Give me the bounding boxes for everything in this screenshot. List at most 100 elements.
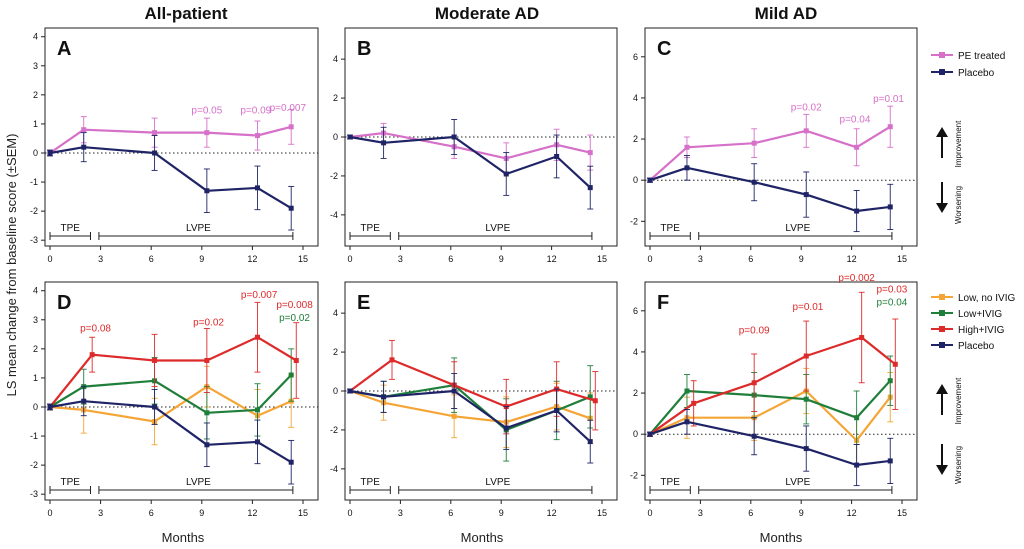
- x-tick-label: 9: [499, 254, 504, 264]
- x-tick-label: 6: [448, 508, 453, 518]
- x-tick-label: 9: [799, 508, 804, 518]
- data-point: [647, 431, 653, 437]
- data-point: [204, 410, 210, 416]
- data-point: [381, 394, 387, 400]
- panel-d-frame: [44, 281, 319, 501]
- y-tick-label: 1: [33, 119, 38, 129]
- data-point: [254, 185, 260, 191]
- panel-f-frame: [644, 281, 918, 501]
- data-point: [503, 425, 509, 431]
- series-line-placebo: [49, 146, 292, 210]
- x-tick-label: 0: [647, 508, 652, 518]
- data-point: [803, 396, 809, 402]
- data-point: [293, 357, 299, 363]
- legend-marker-low-no-ivig: [939, 294, 945, 300]
- data-point: [751, 380, 757, 386]
- legend-item-placebo-bottom: Placebo: [931, 341, 995, 352]
- data-point: [887, 204, 893, 210]
- y-tick-label: 3: [33, 315, 38, 325]
- data-point: [854, 144, 860, 150]
- legend-marker-low-ivig: [939, 310, 945, 316]
- x-tick-label: 0: [347, 254, 352, 264]
- y-tick-label: 0: [333, 132, 338, 142]
- data-point: [854, 462, 860, 468]
- legend-item-low-no-ivig: Low, no IVIG: [931, 293, 1015, 304]
- data-point: [887, 124, 893, 130]
- x-tick-label: 15: [298, 254, 308, 264]
- series-line-pe-treated: [349, 132, 591, 160]
- data-point: [684, 419, 690, 425]
- x-tick-label: 3: [698, 254, 703, 264]
- column-title-moderate-ad: Moderate AD: [435, 4, 539, 23]
- data-point: [451, 134, 457, 140]
- period-label-lvpe: LVPE: [485, 477, 510, 488]
- x-tick-label: 15: [897, 508, 907, 518]
- panel-b: B -4 -2 0 2 4 0 3 6 9 12 15 TPE LVPE: [330, 27, 618, 264]
- y-tick-label: 2: [633, 134, 638, 144]
- y-tick-label: 4: [333, 54, 338, 64]
- series-line-pe-treated: [49, 125, 292, 154]
- x-axis-label-col3: Months: [760, 530, 803, 545]
- y-tick-label: 4: [333, 308, 338, 318]
- series-line-placebo: [649, 166, 891, 213]
- p-value-annotation: p=0.008: [276, 300, 313, 311]
- direction-indicator-bottom: Improvement Worsening: [936, 377, 963, 484]
- y-tick-label: 6: [633, 52, 638, 62]
- data-point: [254, 439, 260, 445]
- down-arrow-icon: [936, 203, 948, 213]
- y-tick-label: 6: [633, 306, 638, 316]
- series-line-placebo: [349, 389, 591, 443]
- data-point: [684, 388, 690, 394]
- y-tick-label: 2: [33, 90, 38, 100]
- up-arrow-icon: [936, 384, 948, 394]
- p-value-annotation: p=0.05: [191, 106, 222, 117]
- p-value-annotation: p=0.01: [792, 302, 823, 313]
- data-point: [854, 208, 860, 214]
- column-title-all-patient: All-patient: [144, 4, 227, 23]
- period-label-lvpe: LVPE: [186, 223, 211, 234]
- data-point: [751, 433, 757, 439]
- x-tick-label: 15: [597, 508, 607, 518]
- legend-item-placebo-top: Placebo: [931, 68, 995, 79]
- y-tick-label: 0: [633, 175, 638, 185]
- panel-c-frame: [644, 27, 918, 247]
- period-label-tpe: TPE: [61, 223, 81, 234]
- legend-label-placebo-top: Placebo: [958, 68, 995, 79]
- y-tick-label: 0: [333, 386, 338, 396]
- legend-item-pe-treated: PE treated: [931, 51, 1005, 62]
- y-tick-label: 2: [333, 93, 338, 103]
- x-tick-label: 0: [47, 254, 52, 264]
- y-tick-label: 4: [33, 286, 38, 296]
- x-tick-label: 6: [149, 508, 154, 518]
- y-tick-label: 0: [633, 429, 638, 439]
- data-point: [288, 205, 294, 211]
- data-point: [152, 404, 158, 410]
- data-point: [451, 388, 457, 394]
- column-title-mild-ad: Mild AD: [755, 4, 818, 23]
- data-point: [647, 177, 653, 183]
- panel-a-frame: [44, 27, 319, 247]
- panel-label-b: B: [357, 38, 371, 60]
- legend-label-low-no-ivig: Low, no IVIG: [958, 293, 1015, 304]
- p-value-annotation: p=0.09: [739, 325, 770, 336]
- legend-label-high-ivig: High+IVIG: [958, 325, 1005, 336]
- period-label-tpe: TPE: [660, 223, 680, 234]
- up-arrow-icon: [936, 127, 948, 137]
- data-point: [47, 150, 53, 156]
- p-value-annotation: p=0.02: [193, 318, 224, 329]
- legend-marker-placebo-bottom: [939, 342, 945, 348]
- x-tick-label: 12: [247, 508, 257, 518]
- legend-marker-high-ivig: [939, 326, 945, 332]
- x-tick-label: 9: [199, 508, 204, 518]
- series-placebo: [347, 119, 594, 210]
- y-tick-label: 2: [633, 388, 638, 398]
- x-tick-label: 12: [547, 254, 557, 264]
- y-tick-label: -4: [330, 210, 338, 220]
- panel-c: C -2 0 2 4 6 0 3 6 9 12 15 TPE LVPE p=0.02 p=0.04p=0.01: [630, 27, 918, 264]
- period-label-tpe: TPE: [360, 223, 380, 234]
- data-point: [684, 144, 690, 150]
- x-tick-label: 12: [847, 508, 857, 518]
